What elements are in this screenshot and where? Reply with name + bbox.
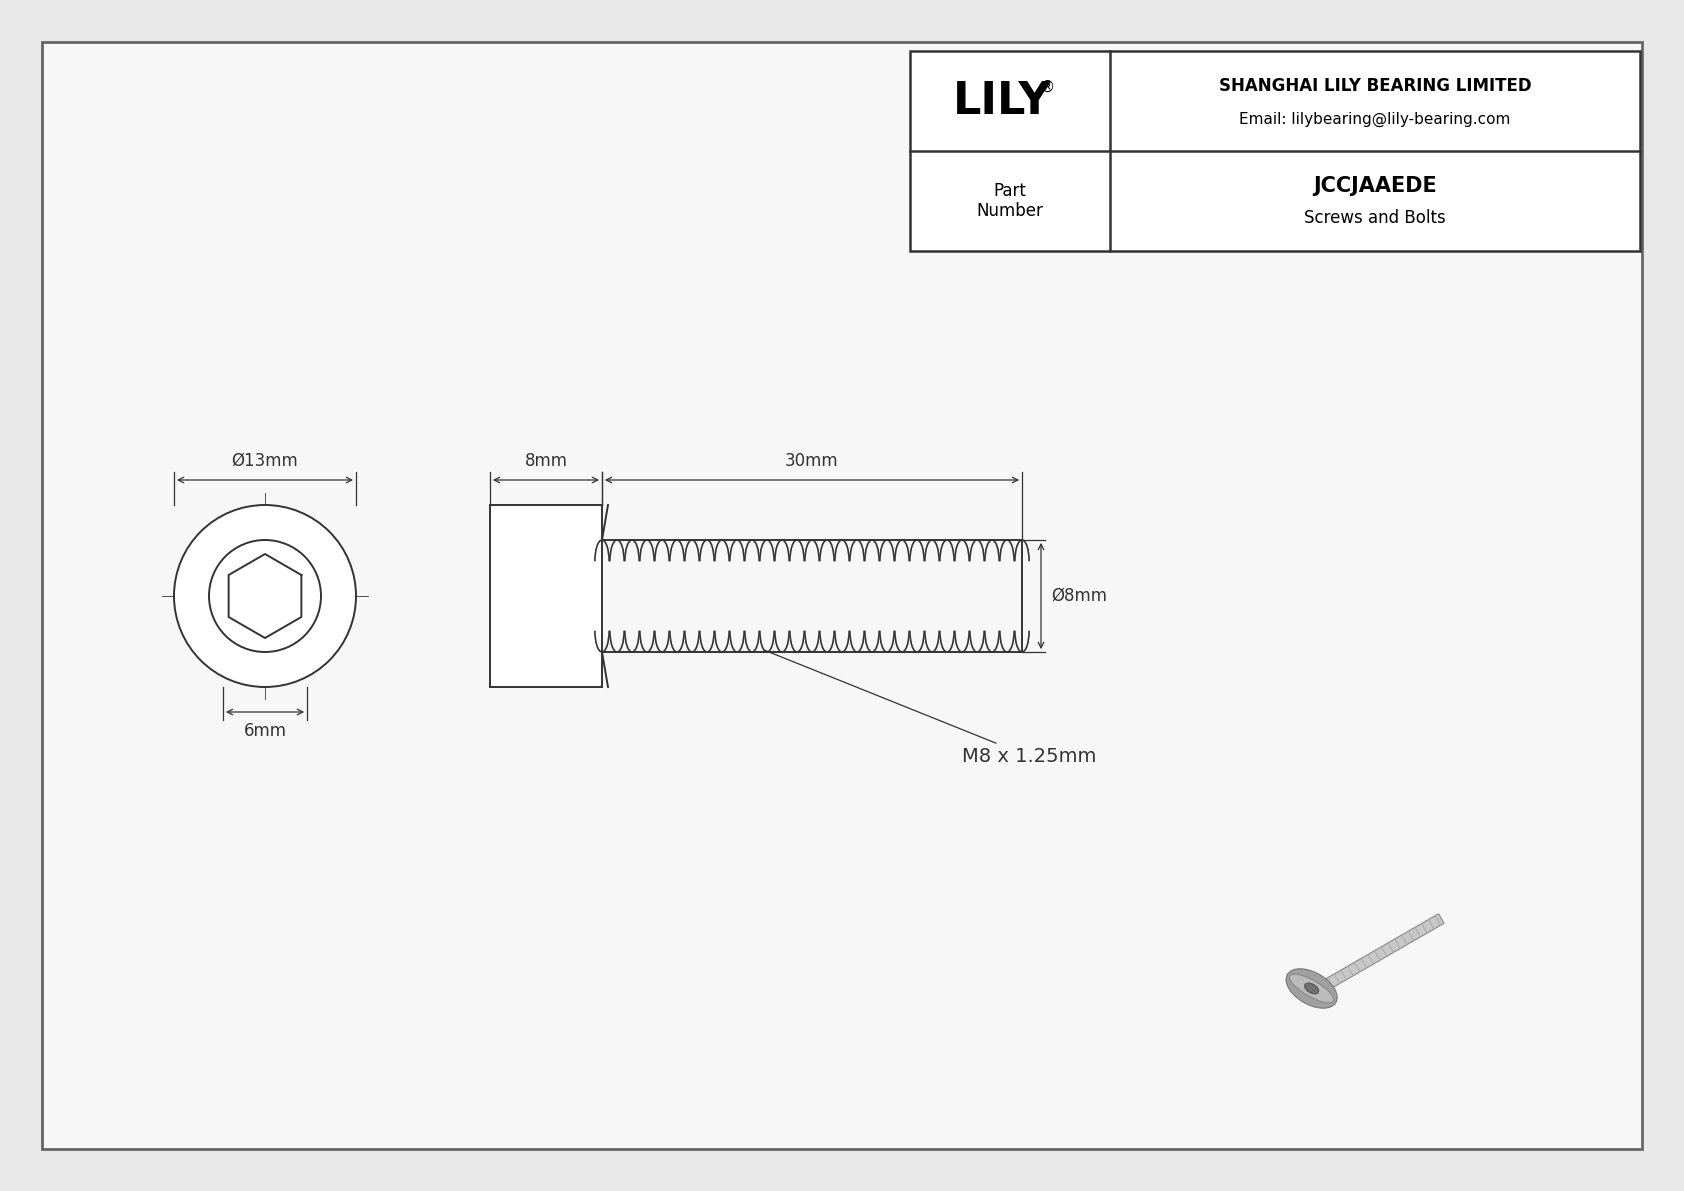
Text: M8 x 1.25mm: M8 x 1.25mm: [765, 650, 1096, 766]
Text: 30mm: 30mm: [785, 453, 839, 470]
Text: Ø13mm: Ø13mm: [232, 453, 298, 470]
Text: Email: lilybearing@lily-bearing.com: Email: lilybearing@lily-bearing.com: [1239, 112, 1511, 126]
Bar: [909, 51, 1640, 251]
Ellipse shape: [1287, 968, 1337, 1009]
Circle shape: [209, 540, 322, 651]
Text: SHANGHAI LILY BEARING LIMITED: SHANGHAI LILY BEARING LIMITED: [1219, 77, 1531, 95]
Bar: [490, 505, 601, 687]
Text: 8mm: 8mm: [524, 453, 568, 470]
Text: Part
Number: Part Number: [977, 181, 1044, 220]
Text: 6mm: 6mm: [244, 722, 286, 740]
Text: Screws and Bolts: Screws and Bolts: [1303, 208, 1447, 227]
Text: ®: ®: [1041, 80, 1056, 94]
Text: Ø8mm: Ø8mm: [1051, 587, 1106, 605]
Ellipse shape: [1305, 983, 1319, 994]
Ellipse shape: [1290, 974, 1334, 1003]
Circle shape: [173, 505, 355, 687]
Text: JCCJAAEDE: JCCJAAEDE: [1314, 176, 1436, 197]
Text: LILY: LILY: [953, 80, 1051, 123]
Polygon shape: [1317, 913, 1445, 993]
